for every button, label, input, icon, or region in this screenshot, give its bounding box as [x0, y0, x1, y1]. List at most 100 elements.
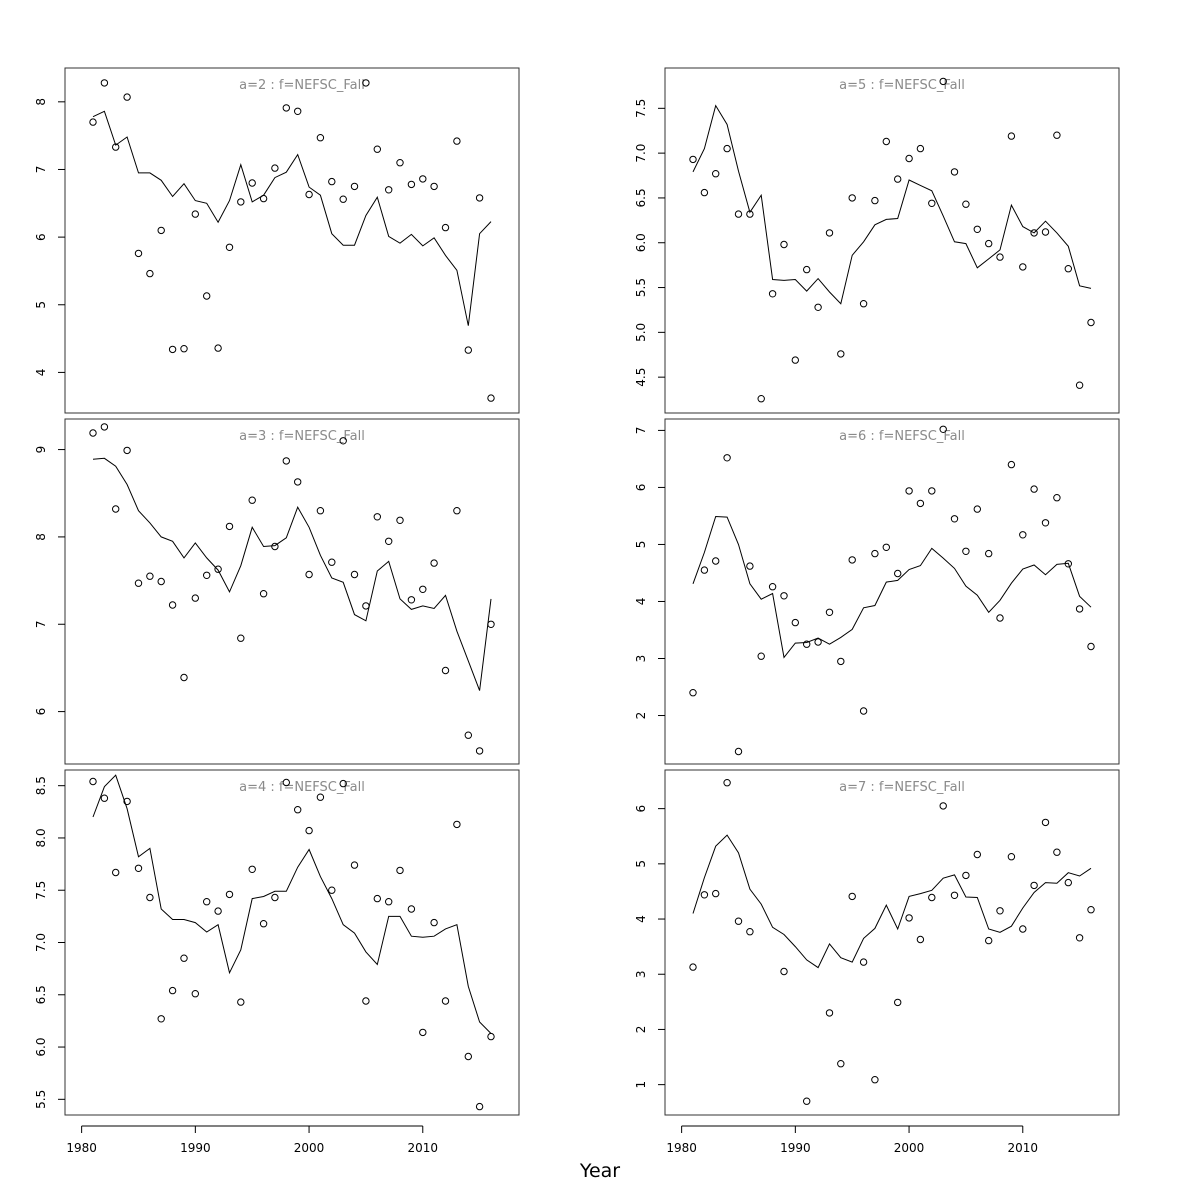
- observed-point: [950, 891, 959, 899]
- observed-point: [1087, 318, 1095, 327]
- observed-point: [248, 179, 256, 187]
- observed-point: [191, 990, 200, 998]
- observed-point: [168, 986, 177, 995]
- observed-point: [373, 145, 381, 153]
- observed-point: [89, 777, 97, 786]
- observed-point: [362, 79, 370, 87]
- x-tick-label: 2000: [294, 1141, 325, 1155]
- y-tick-label: 7: [634, 427, 648, 435]
- observed-point: [712, 170, 720, 178]
- observed-point: [134, 249, 143, 258]
- observed-point: [475, 1102, 484, 1111]
- observed-point: [859, 958, 868, 966]
- observed-point: [905, 487, 913, 495]
- y-tick-label: 7.0: [634, 144, 648, 163]
- observed-point: [1007, 460, 1016, 469]
- observed-point: [180, 673, 188, 682]
- observed-point: [282, 457, 290, 465]
- observed-point: [146, 893, 154, 902]
- observed-point: [305, 190, 313, 199]
- observed-point: [419, 1028, 427, 1037]
- observed-point: [237, 198, 245, 206]
- observed-point: [859, 300, 868, 308]
- observed-point: [157, 1015, 165, 1023]
- observed-point: [203, 571, 211, 579]
- observed-point: [271, 542, 279, 551]
- observed-point: [1053, 131, 1061, 139]
- observed-point: [848, 556, 856, 564]
- observed-point: [475, 194, 484, 202]
- observed-point: [146, 572, 154, 580]
- observed-point: [305, 826, 313, 835]
- y-tick-label: 5: [634, 541, 648, 549]
- y-tick-label: 7: [34, 166, 48, 174]
- panel-frame: [64, 67, 520, 414]
- observed-point: [1030, 229, 1038, 237]
- panel-frame: [664, 769, 1120, 1116]
- y-tick-label: 7: [34, 620, 48, 628]
- observed-point: [859, 707, 868, 715]
- observed-point: [100, 794, 109, 802]
- observed-point: [1053, 494, 1061, 502]
- observed-point: [734, 917, 743, 925]
- fitted-line: [92, 110, 492, 326]
- panel-title: a=5 : f=NEFSC_Fall: [839, 78, 965, 93]
- observed-point: [1064, 560, 1073, 568]
- x-tick-label: 1980: [666, 1141, 697, 1155]
- observed-point: [894, 998, 902, 1007]
- observed-point: [1019, 925, 1027, 933]
- observed-point: [1041, 228, 1050, 236]
- observed-point: [146, 269, 154, 278]
- observed-point: [464, 731, 472, 739]
- fitted-line: [92, 457, 492, 691]
- observed-point: [157, 226, 165, 235]
- observed-point: [237, 998, 245, 1006]
- observed-point: [950, 168, 959, 176]
- observed-point: [100, 423, 109, 431]
- observed-point: [407, 905, 416, 913]
- y-tick-label: 6: [634, 484, 648, 492]
- observed-point: [134, 864, 143, 872]
- observed-point: [430, 559, 438, 567]
- observed-point: [723, 144, 731, 153]
- observed-point: [430, 918, 438, 927]
- observed-point: [837, 1060, 845, 1068]
- observed-point: [316, 134, 325, 142]
- observed-point: [1064, 265, 1073, 273]
- observed-point: [1007, 132, 1016, 140]
- observed-point: [1041, 519, 1050, 527]
- observed-point: [700, 891, 709, 899]
- panel-frame: [64, 418, 520, 765]
- y-tick-label: 5.0: [634, 323, 648, 342]
- observed-point: [112, 143, 120, 151]
- observed-point: [848, 892, 856, 901]
- observed-point: [203, 898, 211, 906]
- observed-point: [1087, 906, 1095, 914]
- observed-point: [271, 164, 279, 172]
- panel-title: a=7 : f=NEFSC_Fall: [839, 780, 965, 795]
- observed-point: [316, 793, 325, 801]
- observed-point: [385, 898, 393, 906]
- observed-point: [894, 569, 902, 578]
- fitted-line: [692, 515, 1092, 659]
- observed-point: [962, 547, 970, 555]
- observed-point: [780, 240, 788, 249]
- observed-point: [996, 253, 1004, 261]
- observed-point: [203, 292, 211, 300]
- observed-point: [950, 515, 959, 523]
- observed-point: [237, 634, 245, 642]
- observed-point: [928, 199, 936, 208]
- y-tick-label: 6.0: [34, 1037, 48, 1056]
- observed-point: [962, 871, 970, 880]
- observed-point: [259, 920, 268, 928]
- observed-point: [373, 894, 381, 903]
- y-tick-label: 4: [634, 915, 648, 923]
- x-tick-label: 2010: [407, 1141, 438, 1155]
- y-tick-label: 6: [34, 233, 48, 241]
- observed-point: [837, 657, 845, 666]
- observed-point: [464, 1052, 472, 1061]
- observed-point: [123, 797, 131, 806]
- panel-title: a=3 : f=NEFSC_Fall: [239, 429, 365, 444]
- observed-point: [973, 850, 981, 859]
- observed-point: [962, 200, 970, 208]
